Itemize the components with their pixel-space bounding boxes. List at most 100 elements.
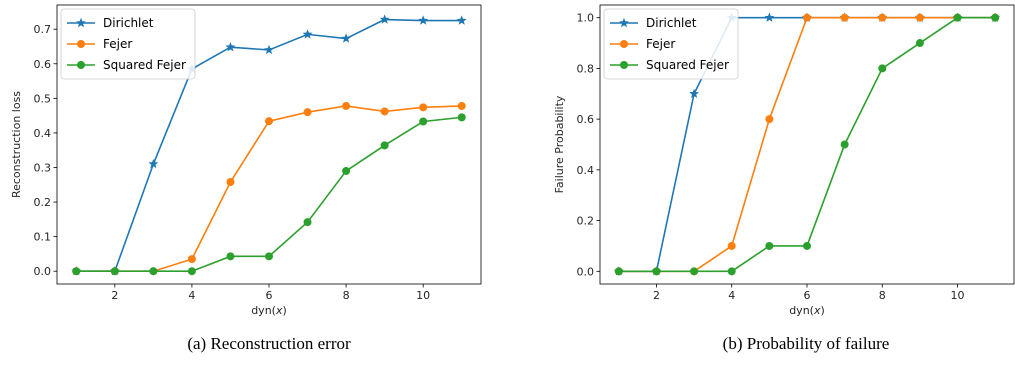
- x-tick-label: 8: [343, 289, 350, 302]
- data-point: [419, 103, 428, 112]
- data-point: [380, 107, 389, 116]
- data-point: [764, 12, 775, 22]
- legend-item: Fejer: [67, 37, 132, 51]
- data-point: [149, 267, 158, 276]
- data-point: [72, 267, 81, 276]
- legend-box: [603, 8, 739, 80]
- y-axis-label: Failure Probability: [553, 95, 566, 193]
- legend-marker: [620, 40, 628, 48]
- chart-failure-probability: 2 4 6 8 10 0.0 0.2 0.4 0.6 0.8 1.0 dyn(x) Failure Pr…: [553, 4, 1015, 353]
- data-point: [225, 41, 236, 52]
- x-tick-label: 6: [266, 289, 273, 302]
- data-point: [953, 13, 962, 22]
- legend-label: Fejer: [646, 37, 675, 51]
- data-point: [878, 13, 887, 22]
- y-tick-label: 0.0: [577, 265, 595, 278]
- data-point: [303, 218, 312, 227]
- legend-item: Squared Fejer: [610, 58, 729, 72]
- data-point: [457, 113, 466, 122]
- data-point: [342, 101, 351, 110]
- x-tick-label: 2: [111, 289, 118, 302]
- data-point: [689, 88, 700, 98]
- data-point: [187, 255, 196, 264]
- data-point: [380, 141, 389, 150]
- y-axis-label: Reconstruction loss: [10, 91, 23, 198]
- x-tick-label: 10: [951, 289, 965, 302]
- legend: Dirichlet Fejer Squared Fejer: [60, 8, 196, 80]
- y-tick-label: 0.1: [34, 231, 52, 244]
- data-point: [652, 267, 661, 276]
- data-point: [110, 267, 119, 276]
- data-point: [991, 13, 1000, 22]
- data-point: [418, 15, 429, 25]
- y-tick-label: 0.2: [34, 196, 52, 209]
- data-point: [614, 267, 623, 276]
- data-point: [226, 178, 235, 187]
- x-tick-label: 8: [879, 289, 886, 302]
- legend-label: Dirichlet: [646, 16, 697, 30]
- y-tick-label: 0.5: [34, 92, 52, 105]
- data-point: [803, 241, 811, 250]
- data-point: [915, 13, 924, 22]
- data-point: [342, 166, 351, 175]
- chart-reconstruction-loss: 2 4 6 8 10 0.0 0.1 0.2 0.3 0.4 0.5 0.6 0.7 dyn(x) Reco…: [10, 4, 482, 353]
- legend-marker: [76, 17, 86, 28]
- figure-caption: (b) Probability of failure: [723, 334, 890, 353]
- series-line: [76, 105, 462, 273]
- data-point: [457, 101, 466, 110]
- y-tick-label: 0.2: [577, 215, 595, 228]
- legend-item: Dirichlet: [610, 16, 697, 30]
- legend: Dirichlet Fejer Squared Fejer: [603, 8, 739, 80]
- legend-item: Dirichlet: [67, 16, 154, 30]
- data-point: [264, 44, 274, 55]
- data-point: [226, 252, 235, 261]
- x-tick-label: 4: [188, 289, 195, 302]
- x-axis-label: dyn(x): [789, 304, 825, 317]
- data-point: [727, 241, 736, 250]
- data-point: [265, 117, 273, 126]
- y-tick-label: 0.0: [34, 265, 52, 278]
- data-point: [803, 13, 811, 22]
- legend-item: Squared Fejer: [67, 58, 186, 72]
- y-tick-label: 0.3: [34, 161, 52, 174]
- legend-marker: [77, 40, 85, 48]
- data-point: [840, 140, 849, 149]
- x-axis-label: dyn(x): [251, 304, 287, 317]
- x-tick-label: 4: [728, 289, 735, 302]
- data-point: [303, 108, 312, 117]
- data-point: [765, 241, 774, 250]
- data-point: [379, 14, 390, 24]
- y-tick-label: 0.8: [577, 62, 595, 75]
- x-tick-label: 2: [653, 289, 660, 302]
- y-tick-label: 0.7: [34, 23, 52, 36]
- data-point: [878, 64, 887, 73]
- legend-box: [60, 8, 196, 80]
- y-tick-label: 1.0: [577, 12, 595, 25]
- y-tick-label: 0.6: [34, 58, 52, 71]
- data-point: [302, 29, 313, 39]
- data-point: [341, 33, 352, 43]
- x-tick-label: 10: [416, 289, 430, 302]
- legend-label: Dirichlet: [103, 16, 154, 30]
- data-point: [419, 117, 428, 126]
- x-tick-label: 6: [804, 289, 811, 302]
- data-point: [456, 15, 467, 25]
- data-point: [148, 158, 159, 169]
- data-point: [265, 252, 273, 261]
- y-tick-label: 0.4: [34, 127, 52, 140]
- y-tick-label: 0.6: [577, 113, 595, 126]
- figure-caption: (a) Reconstruction error: [187, 334, 351, 353]
- data-point: [187, 267, 196, 276]
- legend-label: Squared Fejer: [103, 58, 186, 72]
- legend-marker: [77, 61, 85, 69]
- legend-marker: [619, 17, 629, 28]
- data-point: [765, 115, 774, 124]
- legend-label: Squared Fejer: [646, 58, 729, 72]
- legend-marker: [620, 61, 628, 69]
- series-squared-fejer: [614, 13, 1000, 276]
- legend-label: Fejer: [103, 37, 132, 51]
- series-fejer: [72, 101, 466, 276]
- series-line: [76, 116, 462, 273]
- y-tick-label: 0.4: [577, 164, 595, 177]
